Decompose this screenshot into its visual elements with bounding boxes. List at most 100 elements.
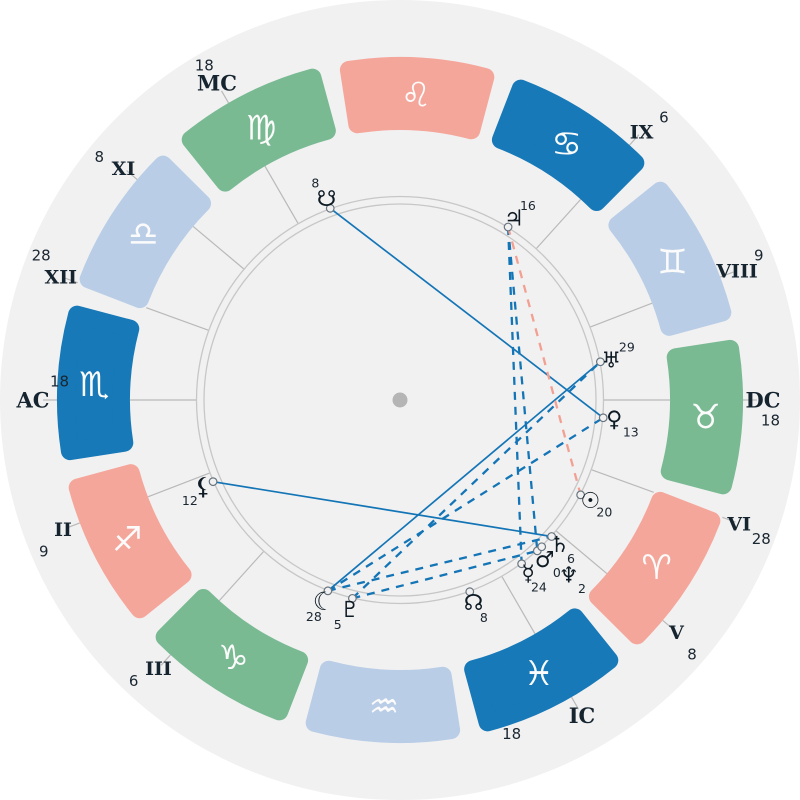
angle-label-dc: DC	[746, 388, 781, 413]
planet-marker-jupiter	[503, 222, 513, 232]
sign-glyph-taurus: ♉	[690, 397, 720, 437]
house-label-XII: XII	[45, 266, 78, 288]
house-cusp-tick-II	[66, 522, 80, 529]
house-cusp-tick-III	[160, 654, 171, 666]
planet-marker-sun	[576, 490, 586, 500]
house-cusp-tick-V	[662, 620, 674, 630]
sign-segment-taurus[interactable]	[660, 339, 743, 495]
sign-segment-libra[interactable]	[79, 155, 212, 309]
house-degree-II: 9	[39, 543, 49, 561]
house-cusp-tick-XI	[126, 170, 138, 180]
house-cusp-line-VI	[591, 469, 654, 493]
sign-segment-gemini[interactable]	[608, 181, 732, 336]
sign-segment-aries[interactable]	[588, 491, 721, 645]
planet-degree-node: 8	[480, 610, 488, 625]
planet-degree-saturn: 6	[567, 551, 575, 566]
aspect-line-lilith-saturn	[212, 480, 552, 538]
planet-glyph-neptune[interactable]: ♆	[559, 564, 579, 589]
planet-degree-lilith: 12	[182, 493, 198, 508]
planet-degree-pluto: 5	[334, 617, 342, 632]
planet-glyph-mercury[interactable]: ☿	[521, 562, 535, 587]
sign-segment-virgo[interactable]	[181, 68, 336, 192]
sign-segment-leo[interactable]	[339, 57, 495, 140]
planet-glyph-saturn[interactable]: ♄	[550, 533, 570, 558]
sign-segment-cancer[interactable]	[491, 79, 645, 212]
sign-segment-scorpio[interactable]	[57, 305, 140, 461]
aspect-line-moon-uranus	[327, 361, 601, 592]
planet-glyph-jupiter[interactable]: ♃	[504, 207, 524, 232]
aspect-line-jupiter-sun	[506, 226, 582, 496]
planet-degree-mercury: 24	[531, 580, 547, 595]
planet-degree-neptune: 2	[578, 581, 586, 596]
planet-marker-snode	[325, 203, 335, 213]
sign-glyph-capricorn: ♑	[218, 638, 248, 678]
center-dot	[392, 392, 408, 408]
sign-segment-capricorn[interactable]	[155, 588, 309, 721]
planet-glyph-uranus[interactable]: ♅	[601, 349, 621, 374]
planet-marker-uranus	[595, 357, 605, 367]
planet-glyph-node[interactable]: ☊	[464, 591, 484, 616]
angle-label-ic: IC	[569, 703, 596, 728]
aspect-line-jupiter-mercury	[506, 226, 523, 564]
planet-marker-saturn	[547, 532, 557, 541]
house-label-II: II	[54, 519, 72, 541]
house-label-VIII: VIII	[715, 260, 758, 282]
planet-degree-snode: 8	[311, 175, 319, 190]
angle-degree-ac: 18	[50, 372, 69, 390]
sign-segment-sagittarius[interactable]	[68, 464, 192, 619]
sign-glyph-sagittarius: ♐	[112, 520, 142, 560]
house-degree-V: 8	[687, 645, 697, 663]
house-cusp-tick-VIII	[720, 271, 734, 278]
planet-degree-uranus: 29	[619, 339, 635, 354]
planet-marker-node	[465, 587, 475, 597]
house-cusp-line-III	[218, 551, 264, 602]
angle-label-mc: MC	[197, 71, 237, 96]
aspect-line-jupiter-mars	[506, 226, 539, 551]
house-degree-VI: 28	[752, 530, 771, 548]
sign-glyph-aries: ♈	[641, 548, 671, 588]
sign-glyph-gemini: ♊	[657, 242, 687, 282]
house-cusp-line-VIII	[590, 302, 653, 328]
house-label-III: III	[145, 658, 172, 680]
planet-glyph-mars[interactable]: ♂	[535, 548, 555, 573]
house-cusp-line-V	[555, 530, 608, 575]
house-label-V: V	[668, 622, 685, 644]
planet-glyph-venus[interactable]: ♀	[606, 408, 622, 433]
house-degree-IX: 6	[659, 108, 669, 126]
sign-glyph-libra: ♎	[128, 215, 158, 255]
sign-segment-pisces[interactable]	[464, 608, 619, 732]
house-cusp-tick-VI	[722, 516, 736, 523]
planet-marker-moon	[323, 586, 333, 596]
angle-degree-ic: 18	[502, 725, 521, 743]
house-cusp-tick-IX	[629, 134, 640, 146]
house-cusp-tick-MC	[220, 90, 230, 104]
inner-ring-2	[195, 195, 605, 605]
planet-glyph-lilith[interactable]: ⚸	[194, 473, 212, 501]
house-cusp-line-XI	[192, 225, 245, 270]
aspect-line-snode-venus	[329, 207, 604, 419]
planet-glyph-moon[interactable]: ☾	[313, 587, 335, 616]
planet-glyph-snode[interactable]: ☋	[317, 187, 337, 212]
house-cusp-line-IC	[501, 576, 536, 635]
planet-glyph-pluto[interactable]: ♇	[340, 598, 360, 623]
house-cusp-line-II	[147, 472, 210, 498]
planet-marker-lilith	[208, 477, 218, 487]
sign-glyph-aquarius: ♒	[369, 687, 399, 727]
aspect-line-pluto-mars	[352, 549, 538, 600]
inner-ring-1	[203, 203, 597, 597]
sign-glyph-leo: ♌	[401, 76, 431, 116]
planet-degree-jupiter: 16	[520, 198, 536, 213]
house-degree-XII: 28	[32, 246, 51, 264]
angle-degree-mc: 18	[195, 56, 214, 74]
sign-segment-aquarius[interactable]	[305, 660, 461, 743]
planet-degree-venus: 13	[623, 425, 639, 440]
planet-degree-sun: 20	[596, 504, 612, 519]
planet-glyph-sun[interactable]: ☉	[580, 489, 600, 514]
house-label-IX: IX	[630, 122, 654, 144]
sign-glyph-virgo: ♍	[246, 109, 276, 149]
planet-marker-mercury	[517, 559, 527, 569]
house-degree-III: 6	[129, 672, 139, 690]
house-cusp-line-MC	[264, 165, 299, 224]
